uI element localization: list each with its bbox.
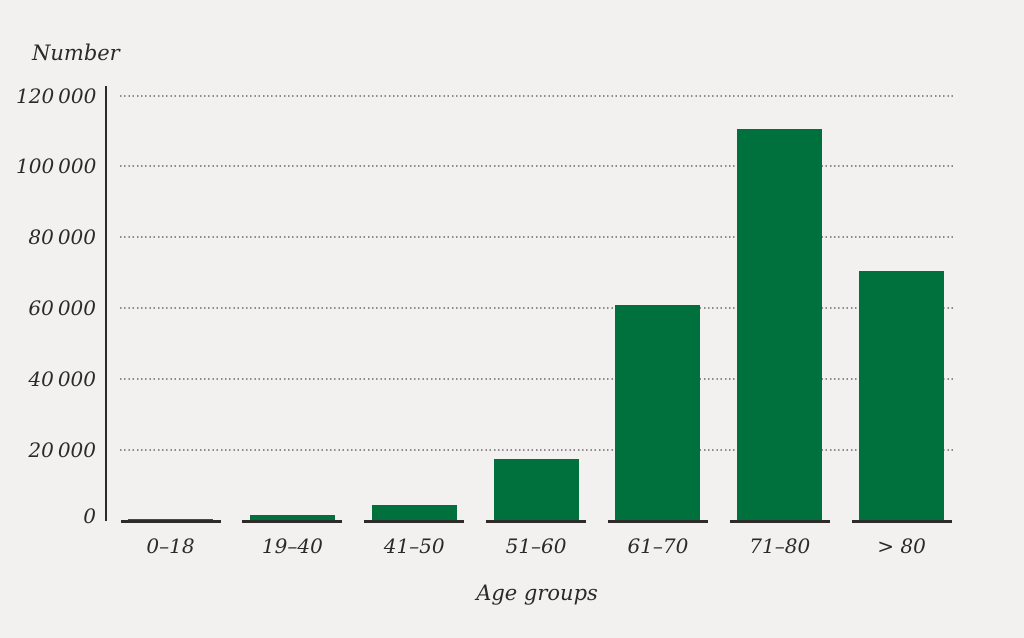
y-tick-label: 60 000 xyxy=(28,296,96,321)
y-tick-label: 40 000 xyxy=(28,367,96,392)
gridline xyxy=(120,165,953,168)
y-tick-label: 100 000 xyxy=(16,154,97,179)
bar-baseline xyxy=(851,520,952,523)
bar-41–50 xyxy=(371,505,457,521)
x-tick-label: 51–60 xyxy=(505,534,567,558)
y-tick-label: 80 000 xyxy=(28,225,96,250)
bar-71–80 xyxy=(737,129,823,521)
bar-baseline xyxy=(729,520,830,523)
bar-19–40 xyxy=(249,514,335,521)
bar-0–18 xyxy=(128,518,213,521)
bar-baseline xyxy=(242,520,343,523)
y-tick-label: 0 xyxy=(83,503,96,528)
gridline xyxy=(120,94,953,97)
x-tick-label: 61–70 xyxy=(627,534,689,558)
x-tick-label: > 80 xyxy=(877,534,926,558)
gridline xyxy=(120,378,953,381)
y-axis-title: Number xyxy=(32,41,120,65)
x-tick-label: 41–50 xyxy=(383,534,445,558)
gridline xyxy=(120,449,953,452)
gridline xyxy=(120,236,953,239)
bar-baseline xyxy=(364,520,465,523)
x-tick-label: 71–80 xyxy=(749,534,811,558)
bar-> 80 xyxy=(859,271,945,521)
bar-baseline xyxy=(607,520,708,523)
bar-baseline xyxy=(486,520,587,523)
y-axis-line xyxy=(105,86,107,521)
x-tick-label: 0–18 xyxy=(146,534,195,558)
x-axis-title: Age groups xyxy=(476,581,598,605)
gridline xyxy=(120,307,953,310)
bar-51–60 xyxy=(493,458,579,521)
y-tick-label: 20 000 xyxy=(28,438,96,463)
x-tick-label: 19–40 xyxy=(261,534,323,558)
bar-61–70 xyxy=(615,304,701,521)
y-tick-label: 120 000 xyxy=(16,83,97,108)
bar-baseline xyxy=(120,520,221,523)
